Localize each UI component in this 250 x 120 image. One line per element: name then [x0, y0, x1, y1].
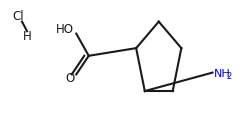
Text: Cl: Cl	[12, 10, 24, 23]
Text: NH: NH	[214, 69, 230, 79]
Text: 2: 2	[227, 72, 232, 81]
Text: O: O	[66, 72, 75, 85]
Text: H: H	[22, 30, 32, 42]
Text: HO: HO	[56, 23, 74, 36]
